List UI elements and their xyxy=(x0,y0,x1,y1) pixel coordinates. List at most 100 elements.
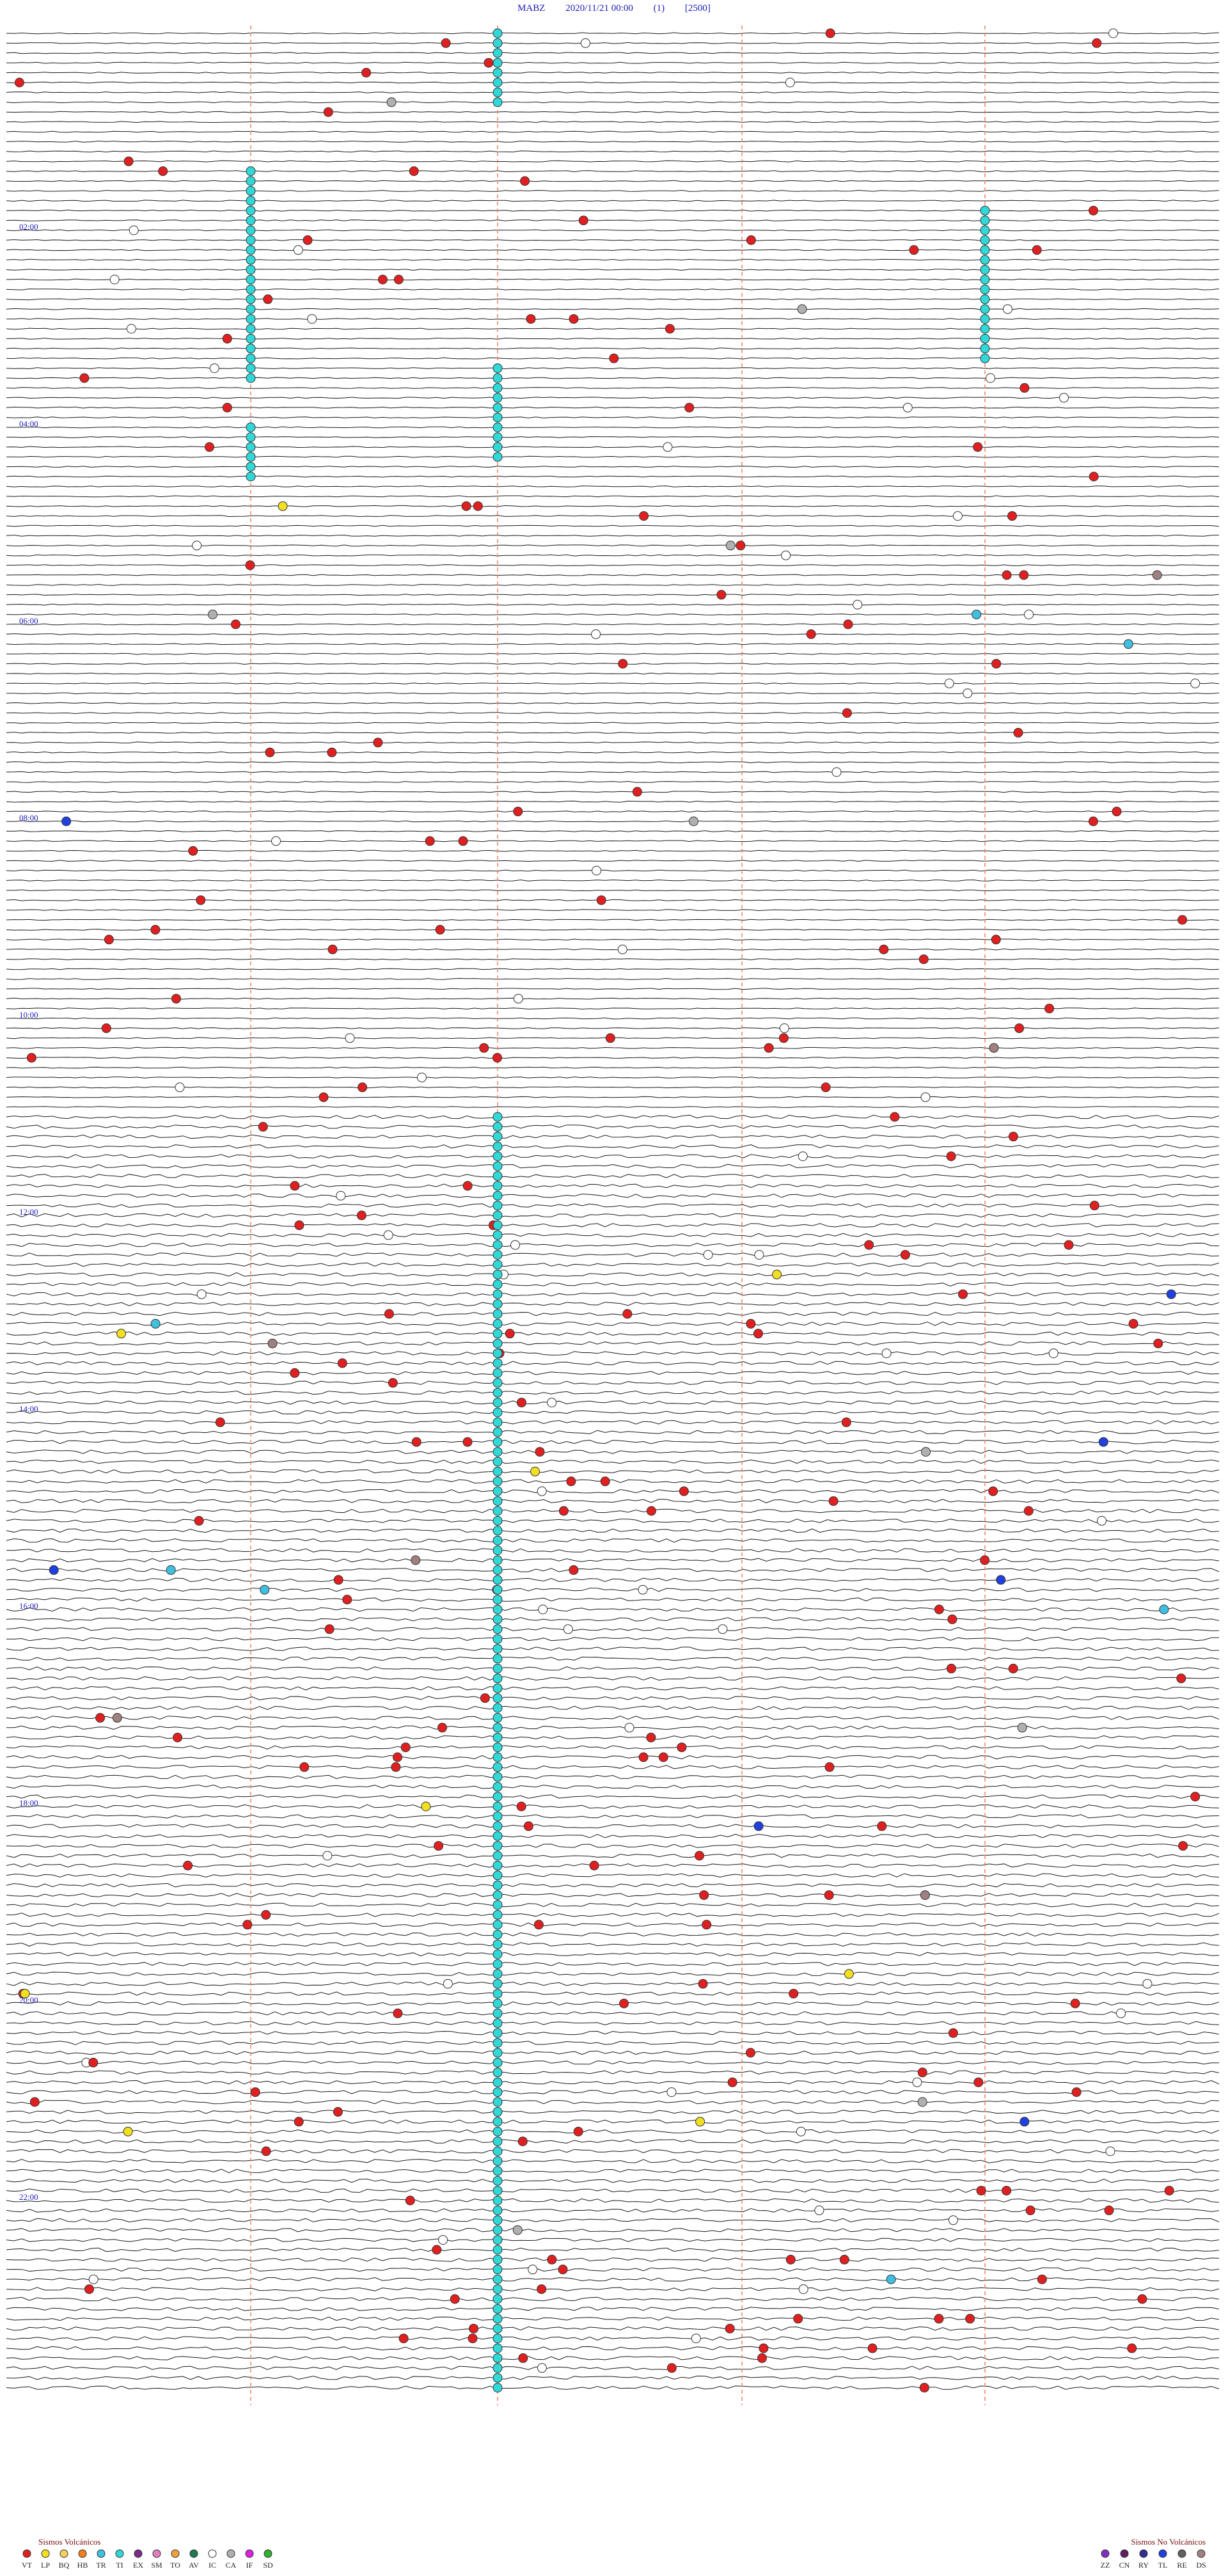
event-marker xyxy=(520,176,530,186)
trace-line xyxy=(6,2336,1220,2341)
event-marker xyxy=(754,1250,764,1260)
event-marker xyxy=(1164,2186,1174,2196)
trace-line xyxy=(6,2316,1220,2321)
event-marker xyxy=(757,2353,767,2363)
tremor-marker xyxy=(492,1506,503,1516)
legend-code: CN xyxy=(1119,2561,1130,2570)
event-marker xyxy=(196,1289,207,1299)
trace-line xyxy=(6,1322,1220,1326)
event-marker xyxy=(337,1358,347,1368)
trace-line xyxy=(6,1696,1220,1700)
trace-line xyxy=(6,2198,1220,2203)
trace-line xyxy=(6,1450,1220,1454)
trace-line xyxy=(6,229,1220,232)
tremor-marker xyxy=(980,205,990,216)
trace-line xyxy=(6,328,1220,330)
event-marker xyxy=(458,836,468,846)
trace-line xyxy=(6,397,1220,399)
event-marker xyxy=(879,944,889,954)
event-marker xyxy=(398,2334,409,2344)
tremor-marker xyxy=(492,2353,503,2363)
tremor-marker xyxy=(492,1920,503,1930)
tremor-marker xyxy=(492,77,503,88)
tremor-marker xyxy=(980,225,990,235)
trace-line xyxy=(6,869,1220,872)
event-marker xyxy=(1002,2186,1012,2196)
event-marker xyxy=(821,1082,831,1093)
event-marker xyxy=(918,954,929,965)
legend-code: TO xyxy=(170,2561,180,2570)
event-marker xyxy=(267,1338,278,1348)
event-marker xyxy=(303,235,313,245)
event-marker xyxy=(716,590,727,600)
tremor-marker xyxy=(492,58,503,68)
trace-line xyxy=(6,554,1220,557)
trace-line xyxy=(6,899,1220,901)
trace-line xyxy=(6,1125,1220,1129)
tremor-marker xyxy=(492,1742,503,1753)
tremor-marker xyxy=(492,28,503,38)
event-marker xyxy=(438,2235,448,2245)
trace-line xyxy=(6,820,1220,823)
event-marker xyxy=(260,1584,270,1595)
legend-swatch xyxy=(134,2549,143,2558)
tremor-marker xyxy=(492,2245,503,2255)
trace-line xyxy=(6,2030,1220,2035)
tremor-marker xyxy=(492,2106,503,2117)
trace-line xyxy=(6,1380,1220,1386)
legend-swatch xyxy=(264,2549,272,2558)
trace-line xyxy=(6,2296,1220,2302)
trace-line xyxy=(6,416,1220,419)
trace-line xyxy=(6,879,1220,881)
tremor-marker xyxy=(246,166,256,177)
trace-line xyxy=(6,1952,1220,1957)
tremor-marker xyxy=(980,216,990,226)
event-marker xyxy=(1088,816,1098,826)
trace-line xyxy=(6,583,1220,586)
tremor-marker xyxy=(492,373,503,383)
event-marker xyxy=(123,2126,133,2137)
tremor-marker xyxy=(246,373,256,383)
event-marker xyxy=(26,1053,36,1063)
tremor-marker xyxy=(492,1900,503,1910)
trace-line xyxy=(6,1331,1220,1336)
trace-line xyxy=(6,2060,1220,2065)
event-marker xyxy=(231,619,240,629)
trace-line xyxy=(6,741,1220,744)
trace-line xyxy=(6,2178,1220,2183)
tremor-marker xyxy=(492,1427,503,1437)
trace-line xyxy=(6,1519,1220,1523)
trace-line xyxy=(6,2110,1220,2114)
event-marker xyxy=(537,2284,547,2295)
event-marker xyxy=(778,1033,789,1043)
tremor-marker xyxy=(492,2048,503,2058)
event-marker xyxy=(265,747,275,757)
event-marker xyxy=(1097,1515,1107,1526)
trace-line xyxy=(6,1647,1220,1651)
tremor-marker xyxy=(492,1949,503,1959)
tremor-marker xyxy=(980,314,990,324)
event-marker xyxy=(518,2353,528,2363)
event-marker xyxy=(479,1043,489,1053)
tremor-marker xyxy=(492,1417,503,1427)
tremor-marker xyxy=(246,363,256,374)
event-marker xyxy=(1014,1023,1025,1033)
legend-code: RY xyxy=(1138,2561,1149,2570)
tremor-marker xyxy=(492,1860,503,1870)
trace-line xyxy=(6,1568,1220,1572)
trace-line xyxy=(6,2041,1220,2045)
event-marker xyxy=(699,1890,709,1900)
event-marker xyxy=(258,1121,268,1132)
event-marker xyxy=(150,1318,161,1329)
tremor-marker xyxy=(492,2225,503,2235)
amplitude-scale: [2500] xyxy=(684,3,711,13)
trace-line xyxy=(6,446,1220,448)
trace-line xyxy=(6,889,1220,892)
trace-line xyxy=(6,564,1220,567)
tremor-marker xyxy=(980,235,990,245)
legend-swatch xyxy=(41,2549,50,2558)
tremor-marker xyxy=(492,1387,503,1398)
event-markers xyxy=(14,28,1200,2393)
event-marker xyxy=(1178,1841,1188,1851)
trace-line xyxy=(6,1341,1220,1346)
